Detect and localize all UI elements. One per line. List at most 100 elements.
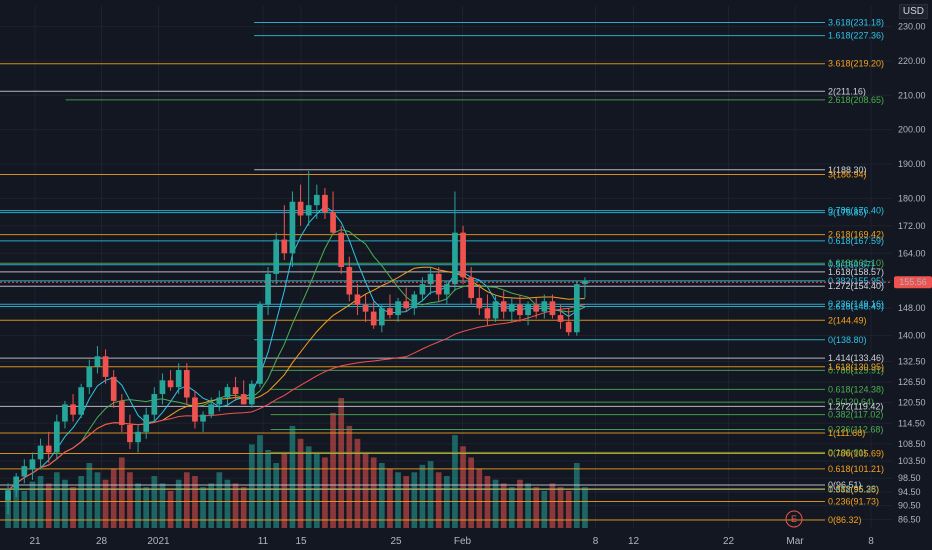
candle-body bbox=[517, 304, 523, 316]
fib-level-label: 0.236(112.68) bbox=[828, 425, 883, 435]
volume-bar bbox=[427, 461, 434, 528]
volume-bar bbox=[232, 483, 239, 528]
candle-body bbox=[411, 294, 418, 309]
candle-body bbox=[53, 421, 60, 453]
date-tick-label: Mar bbox=[786, 536, 804, 547]
time-axis[interactable]: 21 28 2021 11 15 25 Feb 8 12 22 Mar 8 bbox=[29, 536, 874, 547]
volume-bar bbox=[102, 479, 109, 528]
volume-bar bbox=[53, 472, 60, 528]
fib-level-label: 0.618(167.59) bbox=[828, 236, 884, 246]
candle-body bbox=[62, 404, 68, 422]
currency-label[interactable]: USD bbox=[898, 4, 928, 19]
price-tick-label: 230.00 bbox=[898, 22, 926, 32]
volume-bar bbox=[419, 464, 426, 528]
fib-level-label: 1(111.68) bbox=[828, 428, 865, 438]
candle-body bbox=[192, 397, 198, 422]
candle-body bbox=[94, 356, 101, 367]
candle-body bbox=[435, 273, 442, 295]
date-tick-label: 2021 bbox=[147, 536, 170, 547]
candle-body bbox=[565, 321, 572, 333]
volume-bar bbox=[533, 487, 540, 528]
date-tick-label: 21 bbox=[29, 536, 41, 547]
fib-level-label: 0.382(155.95) bbox=[828, 276, 884, 286]
volume-bar bbox=[216, 472, 223, 528]
volume-bar bbox=[346, 425, 353, 528]
fib-level-label: 2.618(148.49) bbox=[828, 302, 884, 312]
fib-level-label: 0.5(160.67) bbox=[828, 260, 874, 270]
volume-bar bbox=[484, 476, 491, 528]
candle-body bbox=[151, 394, 158, 415]
candle-body bbox=[362, 304, 369, 312]
volume-bar bbox=[110, 468, 117, 528]
volume-bar bbox=[500, 483, 507, 528]
candle-body bbox=[135, 431, 141, 443]
volume-bar bbox=[13, 487, 20, 528]
volume-bar bbox=[565, 490, 572, 528]
candle-body bbox=[346, 267, 353, 295]
date-tick-label: 11 bbox=[258, 536, 269, 547]
last-price-label: 155.56 bbox=[899, 277, 927, 287]
volume-bar bbox=[257, 435, 263, 528]
candle-body bbox=[78, 387, 85, 415]
earnings-event-marker[interactable]: E bbox=[785, 510, 803, 528]
price-tick-label: 140.00 bbox=[898, 331, 926, 341]
fib-level-label: 0.786(129.91) bbox=[828, 365, 884, 375]
candle-body bbox=[403, 301, 410, 309]
volume-bar bbox=[94, 472, 101, 528]
moving-average-line bbox=[7, 304, 586, 491]
volume-bar bbox=[517, 479, 523, 528]
fib-level-label: 1.618(130.95) bbox=[828, 362, 884, 372]
fib-level-label: 0(96.51) bbox=[828, 480, 862, 490]
volume-bar bbox=[452, 435, 458, 528]
candle-body bbox=[143, 414, 150, 432]
volume-bar bbox=[135, 483, 141, 528]
price-tick-label: 220.00 bbox=[898, 56, 926, 66]
candle-body bbox=[525, 304, 531, 316]
price-tick-label: 200.00 bbox=[898, 125, 926, 135]
candle-body bbox=[476, 297, 483, 309]
fib-level-label: 0.618(101.21) bbox=[828, 464, 884, 474]
volume-bar bbox=[45, 483, 52, 528]
candle-body bbox=[484, 308, 491, 319]
date-tick-label: 8 bbox=[593, 536, 599, 547]
candle-body bbox=[224, 387, 231, 398]
volume-bar bbox=[70, 487, 76, 528]
volume-bar bbox=[435, 472, 442, 528]
earnings-event-label: E bbox=[791, 514, 797, 524]
candle-body bbox=[13, 476, 20, 491]
candle-body bbox=[45, 445, 52, 453]
candle-body bbox=[573, 284, 580, 333]
volume-bar bbox=[281, 453, 288, 528]
fib-level-label: 0.382(95.25) bbox=[828, 484, 879, 494]
volume-bar bbox=[21, 490, 28, 528]
date-tick-label: 15 bbox=[295, 536, 307, 547]
candle-body bbox=[419, 284, 426, 295]
volume-bar bbox=[354, 438, 361, 528]
candlesticks bbox=[5, 170, 588, 515]
candle-body bbox=[533, 304, 540, 312]
volume-bar bbox=[224, 479, 231, 528]
volume-bar bbox=[200, 487, 206, 528]
candle-body bbox=[232, 387, 239, 395]
fib-level-label: 1.618(227.36) bbox=[828, 31, 884, 41]
candle-body bbox=[468, 277, 475, 298]
volume-bar bbox=[338, 398, 345, 528]
price-tick-label: 148.00 bbox=[898, 303, 926, 313]
volume-bar bbox=[468, 457, 475, 528]
price-axis[interactable]: 230.00 220.00 210.00 200.00 190.00 180.00 172.… bbox=[898, 22, 926, 525]
fib-level-label: 3(186.94) bbox=[828, 169, 867, 179]
moving-average-line bbox=[7, 266, 585, 491]
candle-body bbox=[5, 490, 11, 501]
date-tick-label: 8 bbox=[868, 536, 874, 547]
candle-body bbox=[443, 284, 450, 295]
fib-level-label: 0.786(176.40) bbox=[828, 206, 884, 216]
volume-bar bbox=[167, 490, 174, 528]
volume-bar bbox=[508, 487, 515, 528]
volume-bar bbox=[387, 468, 393, 528]
fib-level-label: 1.618(158.57) bbox=[828, 267, 884, 277]
fib-level-label: 0.786(105.69) bbox=[828, 449, 884, 459]
volume-bar bbox=[127, 472, 133, 528]
fib-level-label: 1.414(133.46) bbox=[828, 353, 884, 363]
candle-body bbox=[248, 383, 255, 405]
